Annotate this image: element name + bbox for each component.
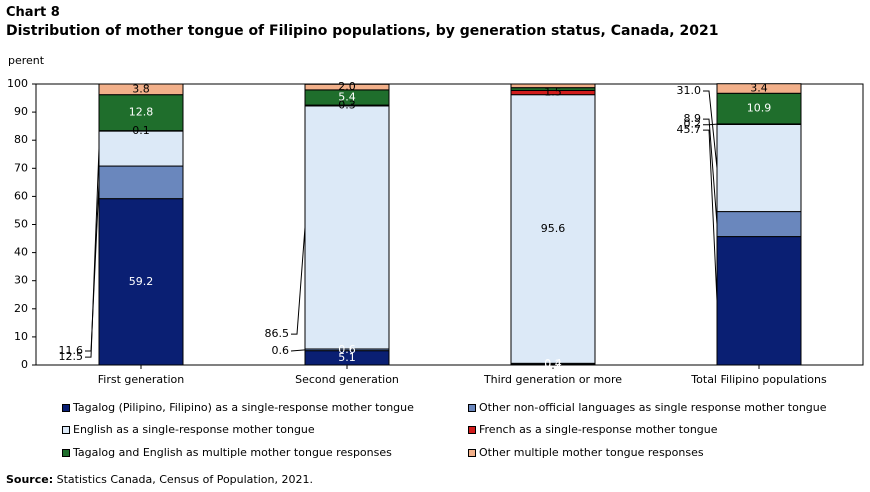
y-tick-label: 90 — [14, 105, 28, 118]
leader-line — [291, 227, 306, 335]
bar-segment — [304, 105, 390, 350]
legend-swatch — [468, 448, 476, 457]
legend-swatch — [468, 403, 476, 412]
data-label: 11.6 — [59, 344, 84, 357]
data-label: 0.2 — [684, 118, 702, 131]
bar-segment — [98, 165, 184, 200]
bar-segment — [716, 92, 802, 125]
data-label: 8.9 — [684, 112, 702, 125]
bar-segment — [716, 123, 802, 213]
legend-item: English as a single-response mother tong… — [62, 423, 315, 436]
source-label: Source: — [6, 473, 54, 486]
data-label: 31.0 — [677, 84, 702, 97]
y-tick-label: 0 — [21, 358, 28, 371]
x-tick-label: Third generation or more — [483, 373, 622, 386]
bar-segment — [98, 94, 184, 132]
legend-label: Other non-official languages as single r… — [479, 401, 827, 414]
y-tick-label: 30 — [14, 274, 28, 287]
leader-line — [703, 118, 718, 225]
data-label: 12.8 — [129, 106, 154, 119]
bar-segment — [98, 198, 184, 366]
y-tick-label: 70 — [14, 161, 28, 174]
y-tick-label: 20 — [14, 302, 28, 315]
y-tick-label: 40 — [14, 246, 28, 259]
y-tick-label: 10 — [14, 330, 28, 343]
leader-line — [703, 129, 718, 301]
legend-swatch — [62, 425, 70, 434]
x-tick-label: Total Filipino populations — [690, 373, 827, 386]
legend-item: Tagalog (Pilipino, Filipino) as a single… — [62, 401, 414, 414]
legend-label: Other multiple mother tongue responses — [479, 446, 704, 459]
data-label: 0.2 — [544, 358, 562, 371]
data-label: 5.1 — [338, 351, 356, 364]
data-label: 12.5 — [59, 350, 84, 363]
bar-segment — [716, 211, 802, 238]
legend-item: Other non-official languages as single r… — [468, 401, 827, 414]
legend-label: English as a single-response mother tong… — [73, 423, 315, 436]
data-label: 3.8 — [132, 82, 150, 95]
data-label: 2.0 — [338, 80, 356, 93]
data-label: 10.9 — [747, 102, 772, 115]
data-label: 59.2 — [129, 275, 154, 288]
y-tick-label: 50 — [14, 218, 28, 231]
legend-item: French as a single-response mother tongu… — [468, 423, 718, 436]
data-label: 0.1 — [132, 124, 150, 137]
legend-swatch — [62, 403, 70, 412]
x-tick-label: First generation — [98, 373, 184, 386]
source-note: Source: Statistics Canada, Census of Pop… — [6, 473, 313, 486]
legend-swatch — [62, 448, 70, 457]
x-tick-label: Second generation — [295, 373, 399, 386]
legend-label: Tagalog (Pilipino, Filipino) as a single… — [73, 401, 414, 414]
legend-label: French as a single-response mother tongu… — [479, 423, 718, 436]
data-label: 3.4 — [750, 81, 768, 94]
leader-line — [290, 349, 306, 352]
data-label: 0.6 — [272, 344, 290, 357]
data-label: 0.4 — [544, 357, 562, 370]
leader-line — [703, 123, 718, 126]
leader-line — [703, 90, 718, 169]
legend-label: Tagalog and English as multiple mother t… — [73, 446, 392, 459]
bar-segment — [98, 130, 184, 167]
source-text: Statistics Canada, Census of Population,… — [53, 473, 313, 486]
y-axis-label: perent — [8, 54, 45, 67]
bar-segment — [510, 83, 596, 89]
data-label: 45.7 — [677, 123, 702, 136]
chart-number: Chart 8 — [6, 5, 60, 20]
y-tick-label: 100 — [7, 77, 28, 90]
data-label: 86.5 — [265, 327, 290, 340]
leader-line — [85, 148, 100, 358]
bar-segment — [716, 236, 802, 366]
y-tick-label: 80 — [14, 133, 28, 146]
data-label: 95.6 — [541, 222, 566, 235]
bar-segment — [510, 94, 596, 364]
bar-segment — [304, 83, 390, 91]
bar-segment — [716, 83, 802, 94]
data-label: 5.4 — [338, 90, 356, 103]
legend-swatch — [468, 425, 476, 434]
data-label: 0.6 — [338, 343, 356, 356]
legend-item: Tagalog and English as multiple mother t… — [62, 446, 392, 459]
data-label: 1.5 — [544, 86, 562, 99]
y-tick-label: 60 — [14, 189, 28, 202]
legend-item: Other multiple mother tongue responses — [468, 446, 704, 459]
chart-title: Distribution of mother tongue of Filipin… — [6, 23, 719, 39]
bar-segment — [98, 83, 184, 96]
data-label: 0.3 — [338, 98, 356, 111]
